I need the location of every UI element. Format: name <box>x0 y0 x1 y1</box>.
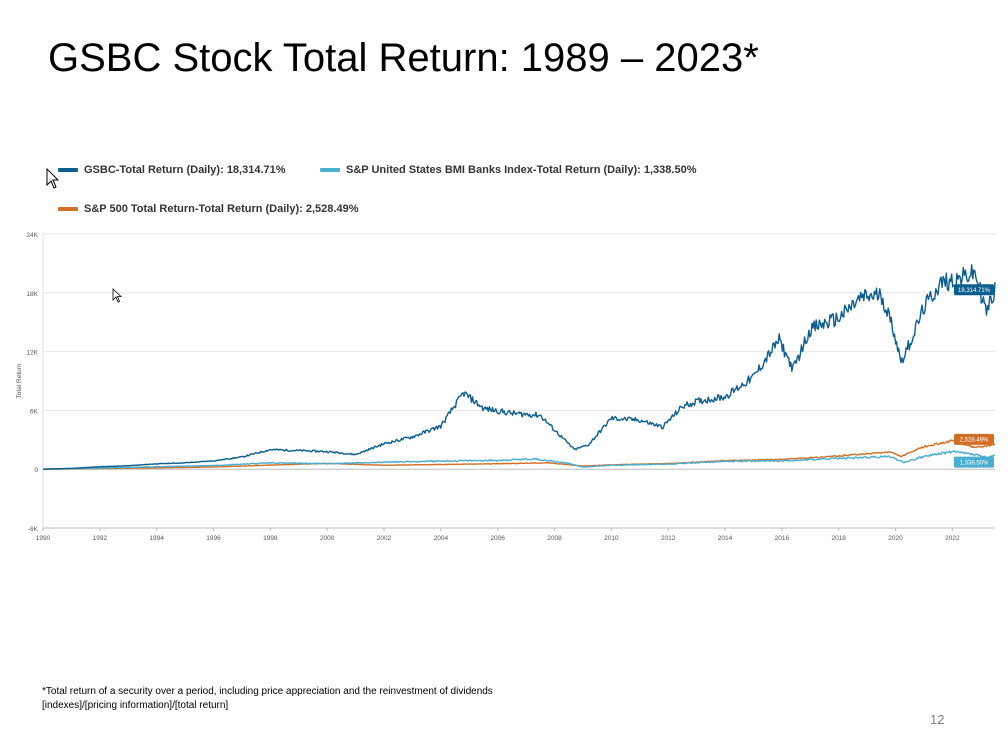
legend-value-gsbc: 18,314.71% <box>226 164 286 176</box>
x-tick-label: 2022 <box>945 535 960 542</box>
x-tick-label: 1990 <box>36 535 51 542</box>
end-label-text: 18,314.71% <box>958 288 991 294</box>
legend-value-sp500: 2,528.49% <box>305 203 359 215</box>
total-return-chart: -6K 0 6K 12K 18K 24K 1990 1992 1994 1996 1998 2000 2… <box>16 232 996 542</box>
x-tick-label: 1992 <box>93 535 108 542</box>
footnote: *Total return of a security over a perio… <box>42 685 493 713</box>
legend-label-banks: S&P United States BMI Banks Index-Total … <box>346 164 638 176</box>
page-number: 12 <box>930 712 945 727</box>
legend-swatch-sp500 <box>58 207 78 212</box>
y-tick-label: 6K <box>30 408 39 415</box>
x-tick-label: 2012 <box>661 535 676 542</box>
y-tick-label: 12K <box>26 350 38 357</box>
footnote-line-1: *Total return of a security over a perio… <box>42 686 493 697</box>
slide-title: GSBC Stock Total Return: 1989 – 2023* <box>48 36 759 80</box>
y-tick-label: 24K <box>26 232 38 239</box>
y-axis-title: Total Return <box>16 363 23 398</box>
x-tick-label: 1996 <box>206 535 221 542</box>
legend-item-gsbc[interactable]: GSBC-Total Return (Daily): 18,314.71% <box>58 164 286 176</box>
end-label-text: 1,338.50% <box>960 460 989 466</box>
x-tick-label: 2002 <box>377 535 392 542</box>
y-tick-label: -6K <box>28 526 39 533</box>
y-tick-label: 0 <box>34 467 38 474</box>
legend-swatch-gsbc <box>58 168 78 173</box>
end-label-box <box>954 433 994 445</box>
x-tick-label: 2010 <box>604 535 619 542</box>
end-label-banks: 1,338.50% <box>954 456 994 468</box>
legend-value-banks: 1,338.50% <box>643 164 697 176</box>
y-tick-label: 18K <box>26 291 38 298</box>
footnote-line-2: [indexes]/[pricing information]/[total r… <box>42 700 229 711</box>
end-label-sp500: 2,528.49% <box>954 433 994 445</box>
legend-swatch-banks <box>320 168 340 173</box>
x-tick-label: 2020 <box>888 535 903 542</box>
x-tick-label: 2018 <box>831 535 846 542</box>
end-label-box <box>954 284 994 296</box>
mouse-cursor-icon <box>46 168 60 189</box>
x-tick-label: 2006 <box>490 535 505 542</box>
legend-label-gsbc: GSBC-Total Return (Daily) <box>84 164 221 176</box>
series-line-sp500 <box>43 439 996 470</box>
end-label-box <box>954 456 994 468</box>
legend-item-sp500[interactable]: S&P 500 Total Return-Total Return (Daily… <box>58 203 358 215</box>
x-tick-label: 2008 <box>547 535 562 542</box>
x-tick-label: 2014 <box>718 535 733 542</box>
x-tick-label: 2016 <box>775 535 790 542</box>
x-tick-label: 2004 <box>434 535 449 542</box>
x-tick-label: 1998 <box>263 535 278 542</box>
series-line-banks <box>42 450 996 470</box>
legend-item-banks[interactable]: S&P United States BMI Banks Index-Total … <box>320 164 696 176</box>
end-label-text: 2,528.49% <box>960 438 989 444</box>
legend-label-sp500: S&P 500 Total Return-Total Return (Daily… <box>84 203 300 215</box>
end-label-gsbc: 18,314.71% <box>954 284 994 296</box>
x-tick-label: 1994 <box>149 535 164 542</box>
mouse-cursor-icon <box>112 288 123 303</box>
series-line-gsbc <box>42 264 996 470</box>
x-tick-label: 2000 <box>320 535 335 542</box>
